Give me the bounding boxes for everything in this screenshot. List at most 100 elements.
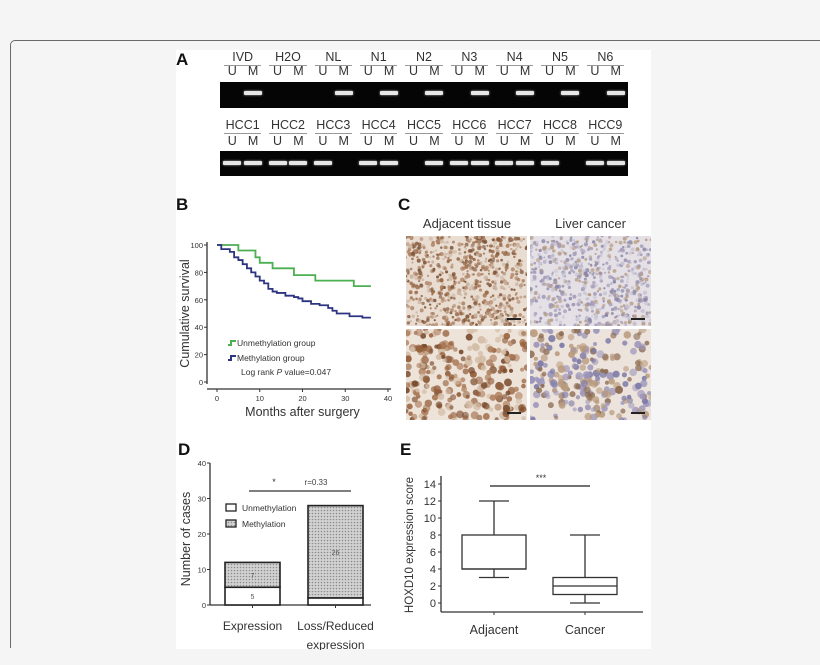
svg-text:Cumulative survival: Cumulative survival — [178, 259, 192, 367]
lane-label-m: M — [565, 64, 576, 78]
figure: A IVD U M H2O U M NL U M N1 U M N2 U M N3 U M N4 U M N5 U M N6 U M… — [176, 50, 651, 650]
svg-text:10: 10 — [198, 566, 206, 575]
page-frame — [10, 40, 820, 648]
svg-text:Methylation group: Methylation group — [237, 353, 305, 363]
svg-text:Log rank P value=0.047: Log rank P value=0.047 — [241, 367, 331, 377]
lane-label-m: M — [383, 134, 395, 148]
gel-sample-underline — [541, 65, 579, 66]
lane-label-m: M — [247, 134, 259, 148]
lane-label-u: U — [409, 134, 419, 148]
gel-sample-label: HCC9 — [588, 118, 623, 132]
gel-band — [313, 161, 332, 165]
svg-text:6: 6 — [430, 547, 436, 559]
lane-label-m: M — [565, 134, 576, 148]
svg-text:4: 4 — [430, 564, 436, 576]
histology-adjacent-low-mag — [406, 236, 527, 326]
svg-text:Unmethylation: Unmethylation — [242, 503, 297, 513]
svg-text:Expression: Expression — [223, 619, 282, 633]
gel-band — [606, 91, 625, 95]
svg-text:0: 0 — [215, 394, 219, 403]
lane-label-u: U — [227, 64, 237, 78]
lane-label-m: M — [429, 64, 440, 78]
gel-sample-underline — [586, 65, 624, 66]
panel-e-box-plot: 0 2 4 6 8 10 12 14 HOXD10 expression score Adjace… — [404, 473, 643, 637]
gel-sample-underline — [360, 133, 398, 134]
svg-text:r=0.33: r=0.33 — [305, 478, 328, 487]
gel-sample-label: N3 — [461, 50, 478, 64]
svg-text:30: 30 — [341, 394, 349, 403]
lane-label-m: M — [474, 64, 485, 78]
lane-label-u: U — [545, 134, 555, 148]
lane-label-u: U — [545, 64, 555, 78]
gel-sample-label: HCC4 — [361, 118, 396, 132]
gel-sample-underline — [269, 133, 307, 134]
svg-text:***: *** — [536, 473, 547, 483]
lane-label-m: M — [338, 64, 349, 78]
gel-band — [606, 161, 625, 165]
panel-d-letter: D — [178, 440, 191, 459]
svg-text:20: 20 — [195, 351, 203, 360]
gel-sample-underline — [224, 65, 262, 66]
lane-label-u: U — [273, 64, 283, 78]
lane-label-u: U — [499, 64, 509, 78]
gel-sample-label: NL — [325, 50, 342, 64]
panel-b-survival-chart: 0 20 40 60 80 100 0 10 20 30 40 Months after surger… — [178, 241, 392, 419]
lane-label-m: M — [293, 134, 304, 148]
panel-a-letter: A — [176, 50, 189, 69]
gel-sample-label: N5 — [552, 50, 568, 64]
lane-label-m: M — [429, 134, 440, 148]
gel-sample-label: N4 — [506, 50, 523, 64]
svg-text:2: 2 — [430, 581, 436, 593]
histology-cancer-high-mag — [530, 329, 651, 420]
svg-text:10: 10 — [424, 513, 436, 525]
svg-text:Cancer: Cancer — [565, 623, 605, 637]
lane-label-u: U — [499, 134, 509, 148]
svg-text:20: 20 — [198, 530, 206, 539]
lane-label-m: M — [293, 64, 304, 78]
svg-text:0: 0 — [202, 601, 206, 610]
lane-label-m: M — [519, 64, 531, 78]
gel-row-1 — [220, 82, 628, 108]
histology-adjacent-high-mag — [406, 329, 527, 420]
gel-band — [470, 91, 489, 95]
lane-label-u: U — [318, 134, 328, 148]
panel-b-letter: B — [176, 195, 189, 214]
gel-sample-underline — [586, 133, 624, 134]
svg-text:0: 0 — [430, 598, 436, 610]
lane-label-m: M — [383, 64, 395, 78]
gel-band — [425, 161, 444, 165]
lane-label-u: U — [273, 134, 283, 148]
gel-sample-label: HCC5 — [406, 118, 442, 132]
svg-text:HOXD10 expression score: HOXD10 expression score — [404, 477, 416, 613]
svg-text:40: 40 — [195, 323, 203, 332]
svg-text:80: 80 — [195, 268, 203, 277]
svg-text:40: 40 — [384, 394, 392, 403]
svg-text:12: 12 — [424, 496, 436, 508]
gel-band — [516, 91, 535, 95]
gel-band — [449, 161, 468, 165]
svg-text:10: 10 — [256, 394, 264, 403]
gel-sample-label: N6 — [597, 50, 614, 64]
gel-sample-underline — [450, 65, 488, 66]
svg-text:7: 7 — [251, 573, 255, 580]
svg-text:Number of cases: Number of cases — [179, 492, 193, 586]
svg-text:Unmethylation group: Unmethylation group — [237, 338, 316, 348]
gel-sample-label: HCC1 — [225, 118, 260, 132]
gel-band — [380, 161, 399, 165]
svg-text:20: 20 — [298, 394, 306, 403]
lane-label-u: U — [227, 134, 237, 148]
gel-band — [495, 161, 514, 165]
lane-label-u: U — [318, 64, 328, 78]
gel-sample-label: HCC7 — [497, 118, 532, 132]
gel-sample-underline — [360, 65, 398, 66]
svg-text:expression: expression — [306, 638, 364, 650]
svg-text:40: 40 — [198, 459, 206, 468]
lane-label-u: U — [454, 134, 464, 148]
lane-label-u: U — [363, 64, 373, 78]
svg-text:30: 30 — [198, 495, 206, 504]
svg-text:100: 100 — [190, 241, 203, 250]
gel-sample-label: HCC2 — [270, 118, 306, 132]
gel-band — [585, 161, 604, 165]
gel-sample-label: HCC3 — [316, 118, 351, 132]
gel-row-2 — [220, 151, 628, 176]
